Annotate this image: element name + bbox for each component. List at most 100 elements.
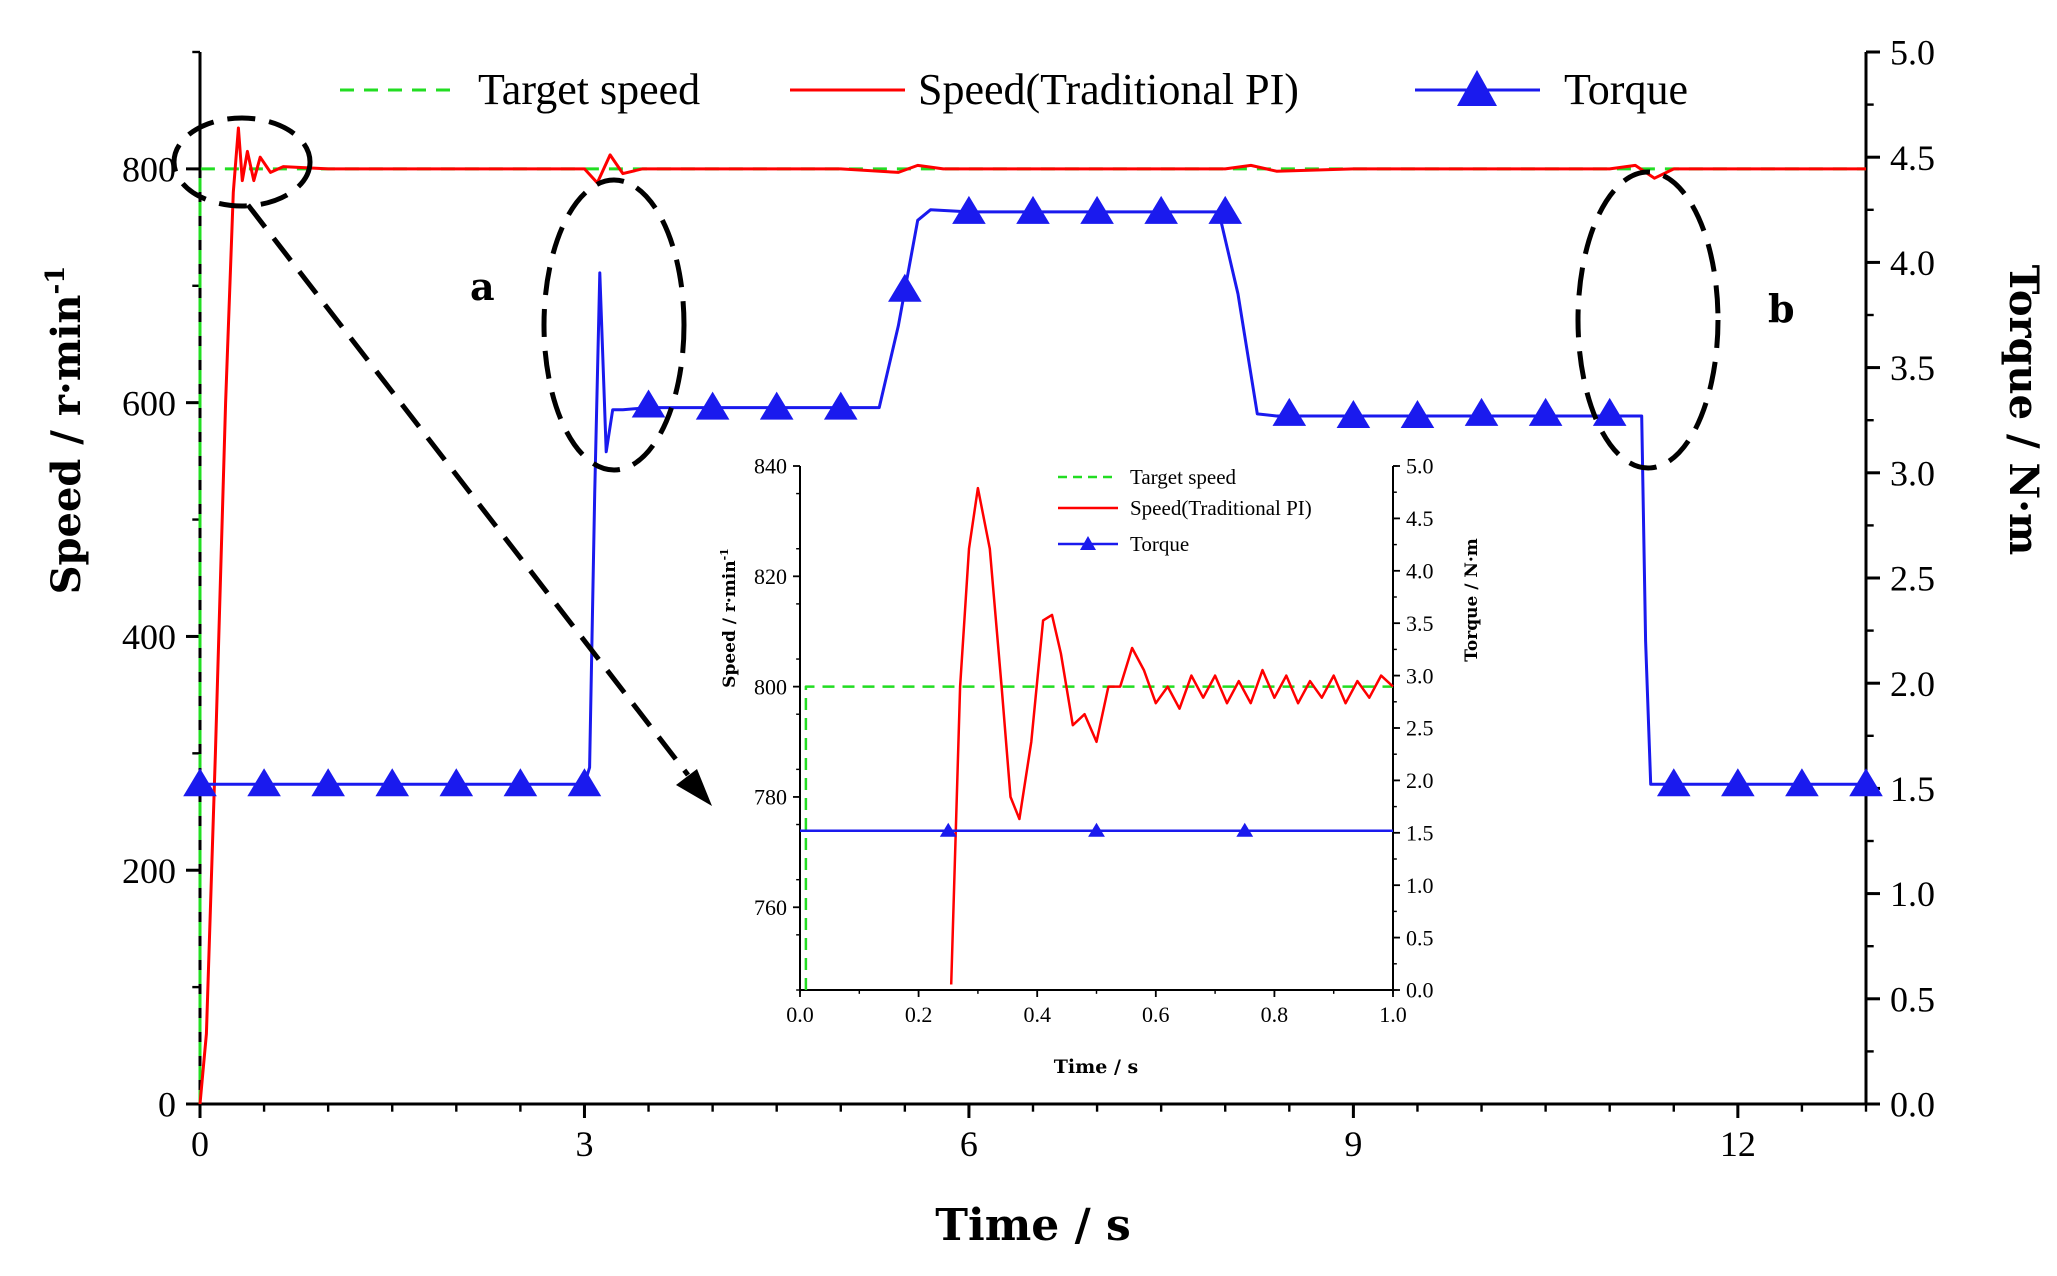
right-y-tick-label: 1.0 — [1890, 874, 1935, 914]
annotation-a: a — [470, 264, 495, 309]
right-y-tick-label: 0.5 — [1890, 979, 1935, 1019]
torque-marker — [1849, 768, 1883, 797]
x-tick-label: 9 — [1344, 1124, 1362, 1164]
legend-marker-torque — [1457, 70, 1497, 106]
ellipse-a — [541, 177, 687, 473]
inset-torque-marker — [1088, 822, 1105, 837]
x-axis-title: Time / s — [935, 1200, 1131, 1251]
main-series-layer — [183, 126, 1883, 1105]
inset-torque-marker — [1236, 822, 1254, 837]
inset-left-y-tick-label: 840 — [754, 454, 787, 479]
right-y-tick-label: 2.0 — [1890, 664, 1935, 704]
left-y-axis-title-main: Speed / r·min — [43, 295, 90, 595]
ellipse-b — [1575, 169, 1721, 471]
inset-right-y-axis-ticks: 0.0 0.5 1.0 1.5 2.0 2.5 3.0 3.5 4.0 4.5 5.0 — [1393, 454, 1434, 1003]
inset-series-layer — [800, 486, 1394, 990]
torque-marker — [1336, 399, 1371, 428]
inset-right-y-tick-label: 2.5 — [1406, 716, 1434, 741]
inset-legend-label-speed: Speed(Traditional PI) — [1130, 496, 1312, 520]
right-y-tick-label: 3.0 — [1890, 453, 1935, 493]
zoom-ellipse-start — [171, 115, 313, 209]
torque-marker — [1016, 195, 1050, 224]
torque-marker — [759, 391, 794, 420]
torque-marker — [439, 768, 474, 797]
left-y-tick-label: 800 — [122, 149, 176, 189]
left-y-tick-label: 600 — [122, 383, 176, 423]
torque-marker — [1272, 397, 1307, 426]
legend-label-speed: Speed(Traditional PI) — [918, 65, 1299, 114]
inset-x-tick-label: 1.0 — [1379, 1002, 1407, 1027]
x-tick-label: 0 — [191, 1124, 209, 1164]
torque-marker — [1464, 397, 1499, 426]
inset-speed-traditional-pi-line — [949, 486, 1394, 985]
inset-left-y-axis-title: Speed / r·min-1 — [718, 548, 740, 688]
inset-legend: Target speed Speed(Traditional PI) Torqu… — [1058, 465, 1312, 556]
torque-marker — [1721, 768, 1755, 797]
inset-x-tick-label: 0.8 — [1261, 1002, 1289, 1027]
torque-marker — [311, 768, 345, 797]
inset-left-y-tick-label: 780 — [754, 785, 787, 810]
legend-label-torque: Torque — [1564, 65, 1688, 114]
torque-marker — [1208, 195, 1243, 224]
inset-right-y-tick-label: 0.0 — [1406, 978, 1434, 1003]
inset-left-y-tick-label: 760 — [754, 895, 787, 920]
legend-label-target-speed: Target speed — [478, 65, 700, 114]
torque-marker — [183, 768, 217, 797]
right-y-axis-title: Torque / N·m — [2000, 265, 2047, 556]
main-plot: 0 3 6 9 12 0 200 400 600 800 0.0 0.5 1.0 1.5 2.0 2.5 3… — [41, 33, 2047, 1251]
left-y-axis-title-sup: -1 — [41, 266, 71, 295]
main-legend: Target speed Speed(Traditional PI) Torqu… — [340, 65, 1688, 114]
torque-marker — [503, 768, 538, 797]
right-y-tick-label: 4.0 — [1890, 243, 1935, 283]
torque-marker — [1785, 768, 1819, 797]
inset-background — [800, 466, 1393, 990]
inset-x-tick-label: 0.0 — [786, 1002, 814, 1027]
x-axis-ticks: 0 3 6 9 12 — [191, 1104, 1868, 1164]
inset-target-speed-line — [804, 685, 1393, 990]
inset-right-y-tick-label: 0.5 — [1406, 925, 1434, 950]
torque-marker — [1144, 195, 1178, 224]
inset-left-y-axis-ticks: 760 780 800 820 840 — [754, 454, 800, 991]
inset-right-y-tick-label: 5.0 — [1406, 454, 1434, 479]
torque-marker — [952, 195, 986, 224]
annotation-b: b — [1768, 286, 1795, 331]
right-y-tick-label: 4.5 — [1890, 138, 1935, 178]
right-y-tick-label: 0.0 — [1890, 1085, 1935, 1125]
inset-left-y-tick-label: 800 — [754, 674, 787, 699]
torque-marker — [1400, 399, 1435, 428]
zoom-arrow-line — [246, 203, 690, 777]
torque-marker — [1656, 768, 1691, 797]
torque-marker — [695, 391, 730, 420]
torque-marker — [375, 768, 410, 797]
torque-marker — [1080, 195, 1114, 224]
inset-right-y-tick-label: 4.5 — [1406, 506, 1434, 531]
torque-marker — [631, 389, 666, 418]
inset-right-y-tick-label: 1.0 — [1406, 873, 1434, 898]
inset-legend-label-torque: Torque — [1130, 532, 1189, 556]
right-y-tick-label: 5.0 — [1890, 33, 1935, 73]
speed-traditional-pi-line — [198, 126, 1866, 1105]
torque-marker — [888, 273, 922, 302]
inset-right-y-tick-label: 3.5 — [1406, 611, 1434, 636]
left-y-tick-label: 200 — [122, 851, 176, 891]
left-y-axis-title: Speed / r·min-1 — [41, 266, 90, 595]
inset-x-tick-label: 0.6 — [1142, 1002, 1170, 1027]
inset-right-y-tick-label: 3.0 — [1406, 663, 1434, 688]
inset-legend-label-target-speed: Target speed — [1130, 465, 1237, 489]
inset-left-y-axis-title-sup: -1 — [718, 548, 731, 560]
inset-right-y-tick-label: 4.0 — [1406, 559, 1434, 584]
inset-right-y-tick-label: 2.0 — [1406, 768, 1434, 793]
inset-left-y-axis-title-main: Speed / r·min — [720, 560, 740, 687]
left-y-tick-label: 400 — [122, 617, 176, 657]
inset-x-tick-label: 0.4 — [1023, 1002, 1051, 1027]
left-y-tick-label: 0 — [158, 1085, 176, 1125]
annotation-shapes — [171, 115, 1721, 777]
inset-x-tick-label: 0.2 — [905, 1002, 933, 1027]
inset-torque-marker — [939, 822, 957, 837]
inset-plot: 0.0 0.2 0.4 0.6 0.8 1.0 760 780 800 820 840 0.0 0.… — [718, 454, 1482, 1078]
right-y-tick-label: 2.5 — [1890, 559, 1935, 599]
torque-marker — [823, 391, 858, 420]
inset-left-y-tick-label: 820 — [754, 564, 787, 589]
torque-marker — [1592, 397, 1627, 426]
